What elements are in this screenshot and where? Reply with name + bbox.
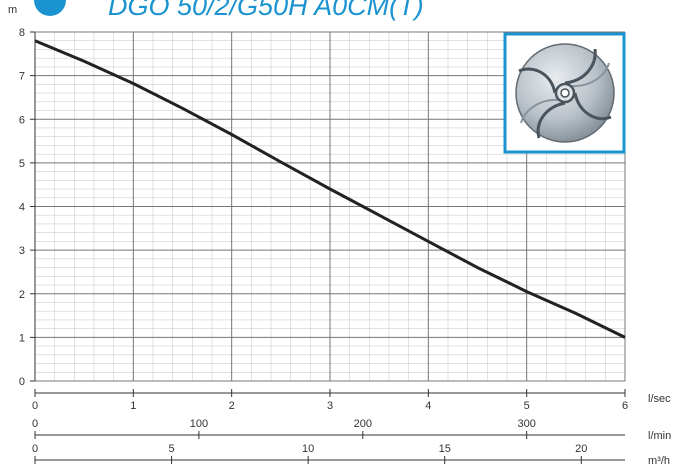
x-axis-unit: m³/h — [648, 455, 670, 467]
x-tick-label: 10 — [302, 443, 314, 455]
x-axis-unit: l/sec — [648, 393, 671, 405]
y-tick-label: 7 — [19, 71, 25, 83]
y-tick-label: 8 — [19, 27, 25, 39]
impeller-inset — [503, 32, 626, 154]
y-tick-label: 1 — [19, 332, 25, 344]
x-tick-label: 4 — [425, 400, 431, 412]
chart-title: DGO 50/2/G50H A0CM(T) — [108, 0, 424, 21]
x-tick-label: 5 — [169, 443, 175, 455]
x-tick-label: 1 — [130, 400, 136, 412]
x-tick-label: 6 — [622, 400, 628, 412]
y-tick-label: 5 — [19, 158, 25, 170]
impeller-icon — [515, 43, 615, 143]
curve-layer — [34, 39, 626, 339]
x-tick-label: 5 — [524, 400, 530, 412]
y-tick-label: 6 — [19, 114, 25, 126]
y-tick-label: 3 — [19, 245, 25, 257]
x-tick-label: 15 — [439, 443, 451, 455]
title-bullet — [34, 0, 66, 16]
y-axis-label: m — [8, 4, 17, 16]
x-tick-label: 2 — [229, 400, 235, 412]
x-axis-unit: l/min — [648, 430, 671, 442]
x-tick-label: 300 — [517, 418, 535, 430]
x-tick-label: 3 — [327, 400, 333, 412]
pump-curve-line — [34, 39, 626, 339]
y-tick-label: 2 — [19, 289, 25, 301]
x-tick-label: 0 — [32, 418, 38, 430]
axes: 0 1 2 3 4 5 6 7 8 0 1 2 3 4 5 6 l/sec 0 100 200 300 l/min 0 5 10… — [19, 27, 671, 467]
y-tick-label: 0 — [19, 376, 25, 388]
x-tick-label: 200 — [354, 418, 372, 430]
y-tick-label: 4 — [19, 202, 25, 214]
x-tick-label: 0 — [32, 400, 38, 412]
x-tick-label: 0 — [32, 443, 38, 455]
x-tick-label: 20 — [575, 443, 587, 455]
x-tick-label: 100 — [190, 418, 208, 430]
